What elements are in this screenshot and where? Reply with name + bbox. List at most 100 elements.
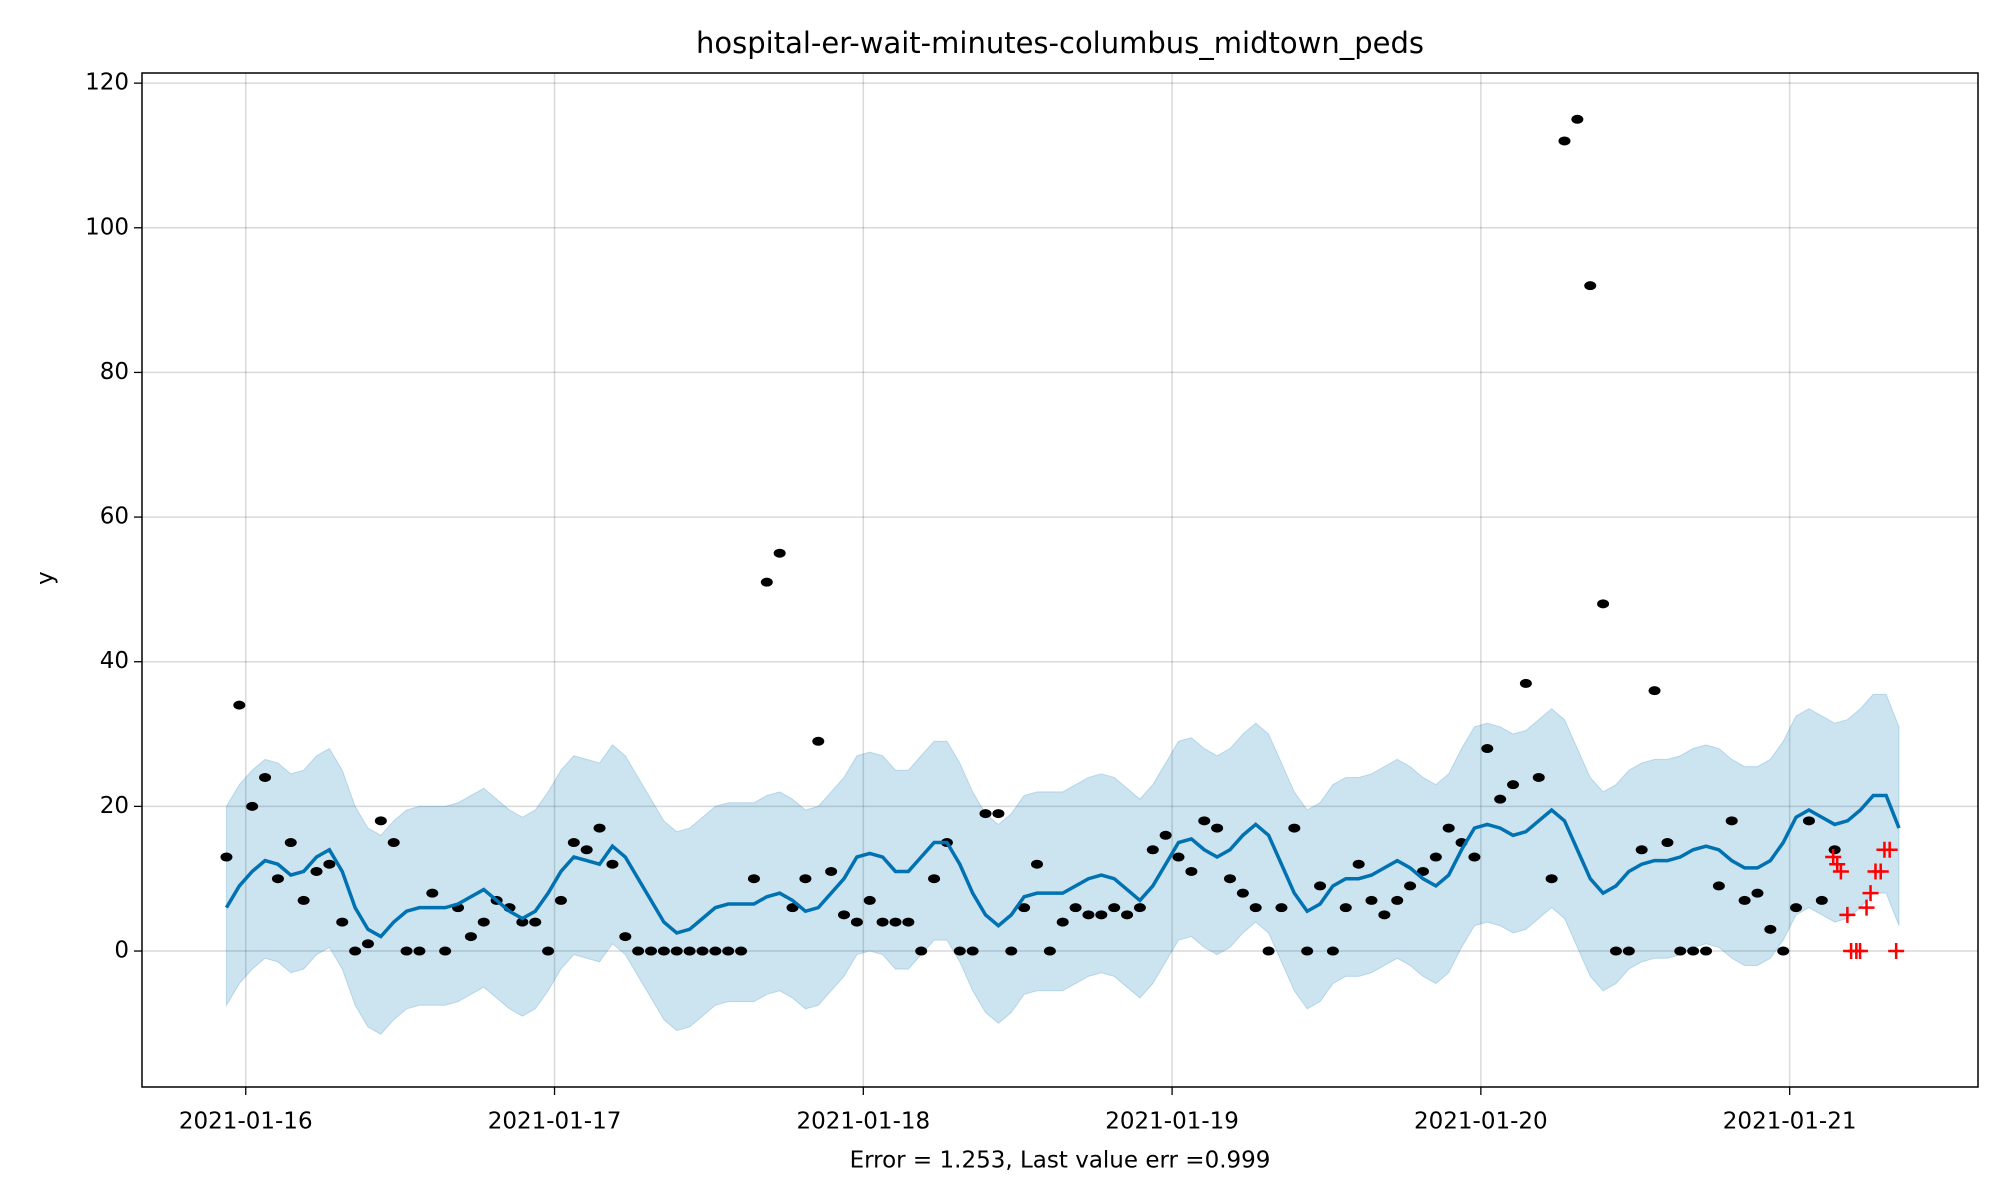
- test-point: [1829, 856, 1846, 873]
- observed-point: [529, 917, 542, 927]
- test-point: [1858, 899, 1875, 916]
- observed-point: [1519, 678, 1532, 688]
- observed-point: [1275, 903, 1288, 913]
- observed-point: [1622, 946, 1635, 956]
- observed-point: [786, 903, 799, 913]
- observed-point: [1687, 946, 1700, 956]
- observed-point: [902, 917, 915, 927]
- observed-point: [1429, 852, 1442, 862]
- observed-point: [863, 895, 876, 905]
- observed-point: [1532, 772, 1545, 782]
- observed-point: [953, 946, 966, 956]
- y-axis-label: y: [33, 571, 59, 585]
- observed-point: [567, 838, 580, 848]
- observed-point: [439, 946, 452, 956]
- observed-point: [1108, 903, 1121, 913]
- observed-point: [1712, 881, 1725, 891]
- observed-point: [349, 946, 362, 956]
- observed-point: [1159, 830, 1172, 840]
- observed-point: [838, 910, 851, 920]
- observed-point: [220, 852, 233, 862]
- observed-point: [1648, 686, 1661, 696]
- observed-point: [413, 946, 426, 956]
- observed-point: [1365, 895, 1378, 905]
- observed-point: [966, 946, 979, 956]
- observed-point: [297, 895, 310, 905]
- observed-point: [632, 946, 645, 956]
- observed-point: [696, 946, 709, 956]
- observed-point: [722, 946, 735, 956]
- observed-point: [928, 874, 941, 884]
- observed-point: [1609, 946, 1622, 956]
- test-point: [1881, 841, 1898, 858]
- observed-point: [1571, 114, 1584, 124]
- observed-point: [889, 917, 902, 927]
- x-tick-label: 2021-01-20: [1414, 1109, 1548, 1135]
- observed-point: [593, 823, 606, 833]
- observed-point: [1507, 780, 1520, 790]
- observed-point: [1584, 281, 1597, 291]
- observed-point: [773, 548, 786, 558]
- observed-point: [323, 859, 336, 869]
- observed-point: [709, 946, 722, 956]
- x-tick-label: 2021-01-17: [488, 1109, 622, 1135]
- observed-point: [1738, 895, 1751, 905]
- observed-point: [542, 946, 555, 956]
- y-tick-label: 60: [100, 504, 129, 530]
- test-point: [1832, 863, 1849, 880]
- y-tick-label: 80: [100, 359, 129, 385]
- observed-point: [1494, 794, 1507, 804]
- observed-point: [1018, 903, 1031, 913]
- observed-point: [760, 577, 773, 587]
- observed-point: [284, 838, 297, 848]
- observed-point: [825, 866, 838, 876]
- observed-point: [1005, 946, 1018, 956]
- observed-point: [1558, 136, 1571, 146]
- observed-point: [1442, 823, 1455, 833]
- observed-point: [516, 917, 529, 927]
- y-tick-label: 20: [100, 793, 129, 819]
- observed-point: [683, 946, 696, 956]
- observed-point: [992, 809, 1005, 819]
- axes-frame: [141, 72, 1979, 1088]
- test-point: [1839, 906, 1856, 923]
- observed-point: [1043, 946, 1056, 956]
- observed-point: [1815, 895, 1828, 905]
- observed-point: [606, 859, 619, 869]
- y-tick-label: 0: [114, 938, 129, 964]
- test-point: [1888, 943, 1905, 960]
- observed-point: [1416, 866, 1429, 876]
- observed-point: [1700, 946, 1713, 956]
- observed-point: [876, 917, 889, 927]
- observed-point: [1223, 874, 1236, 884]
- observed-point: [1545, 874, 1558, 884]
- observed-point: [747, 874, 760, 884]
- plot-area: [142, 73, 1978, 1087]
- observed-point: [374, 816, 387, 826]
- observed-point: [735, 946, 748, 956]
- observed-point: [1777, 946, 1790, 956]
- observed-point: [1674, 946, 1687, 956]
- observed-point: [1249, 903, 1262, 913]
- observed-point: [915, 946, 928, 956]
- observed-point: [657, 946, 670, 956]
- y-tick-label: 100: [85, 214, 129, 240]
- forecast-line: [224, 793, 1901, 939]
- observed-point: [259, 772, 272, 782]
- observed-point: [1133, 903, 1146, 913]
- observed-point: [1146, 845, 1159, 855]
- observed-point: [310, 866, 323, 876]
- observed-point: [1069, 903, 1082, 913]
- test-point: [1825, 849, 1842, 866]
- observed-point: [1262, 946, 1275, 956]
- x-axis-label: Error = 1.253, Last value err =0.999: [850, 1148, 1271, 1174]
- observed-point: [400, 946, 413, 956]
- observed-point: [1661, 838, 1674, 848]
- observed-point: [1082, 910, 1095, 920]
- test-point: [1852, 943, 1869, 960]
- uncertainty-band: [225, 693, 1900, 1035]
- observed-point: [799, 874, 812, 884]
- observed-point: [1391, 895, 1404, 905]
- observed-point: [1404, 881, 1417, 891]
- x-tick-label: 2021-01-18: [796, 1109, 930, 1135]
